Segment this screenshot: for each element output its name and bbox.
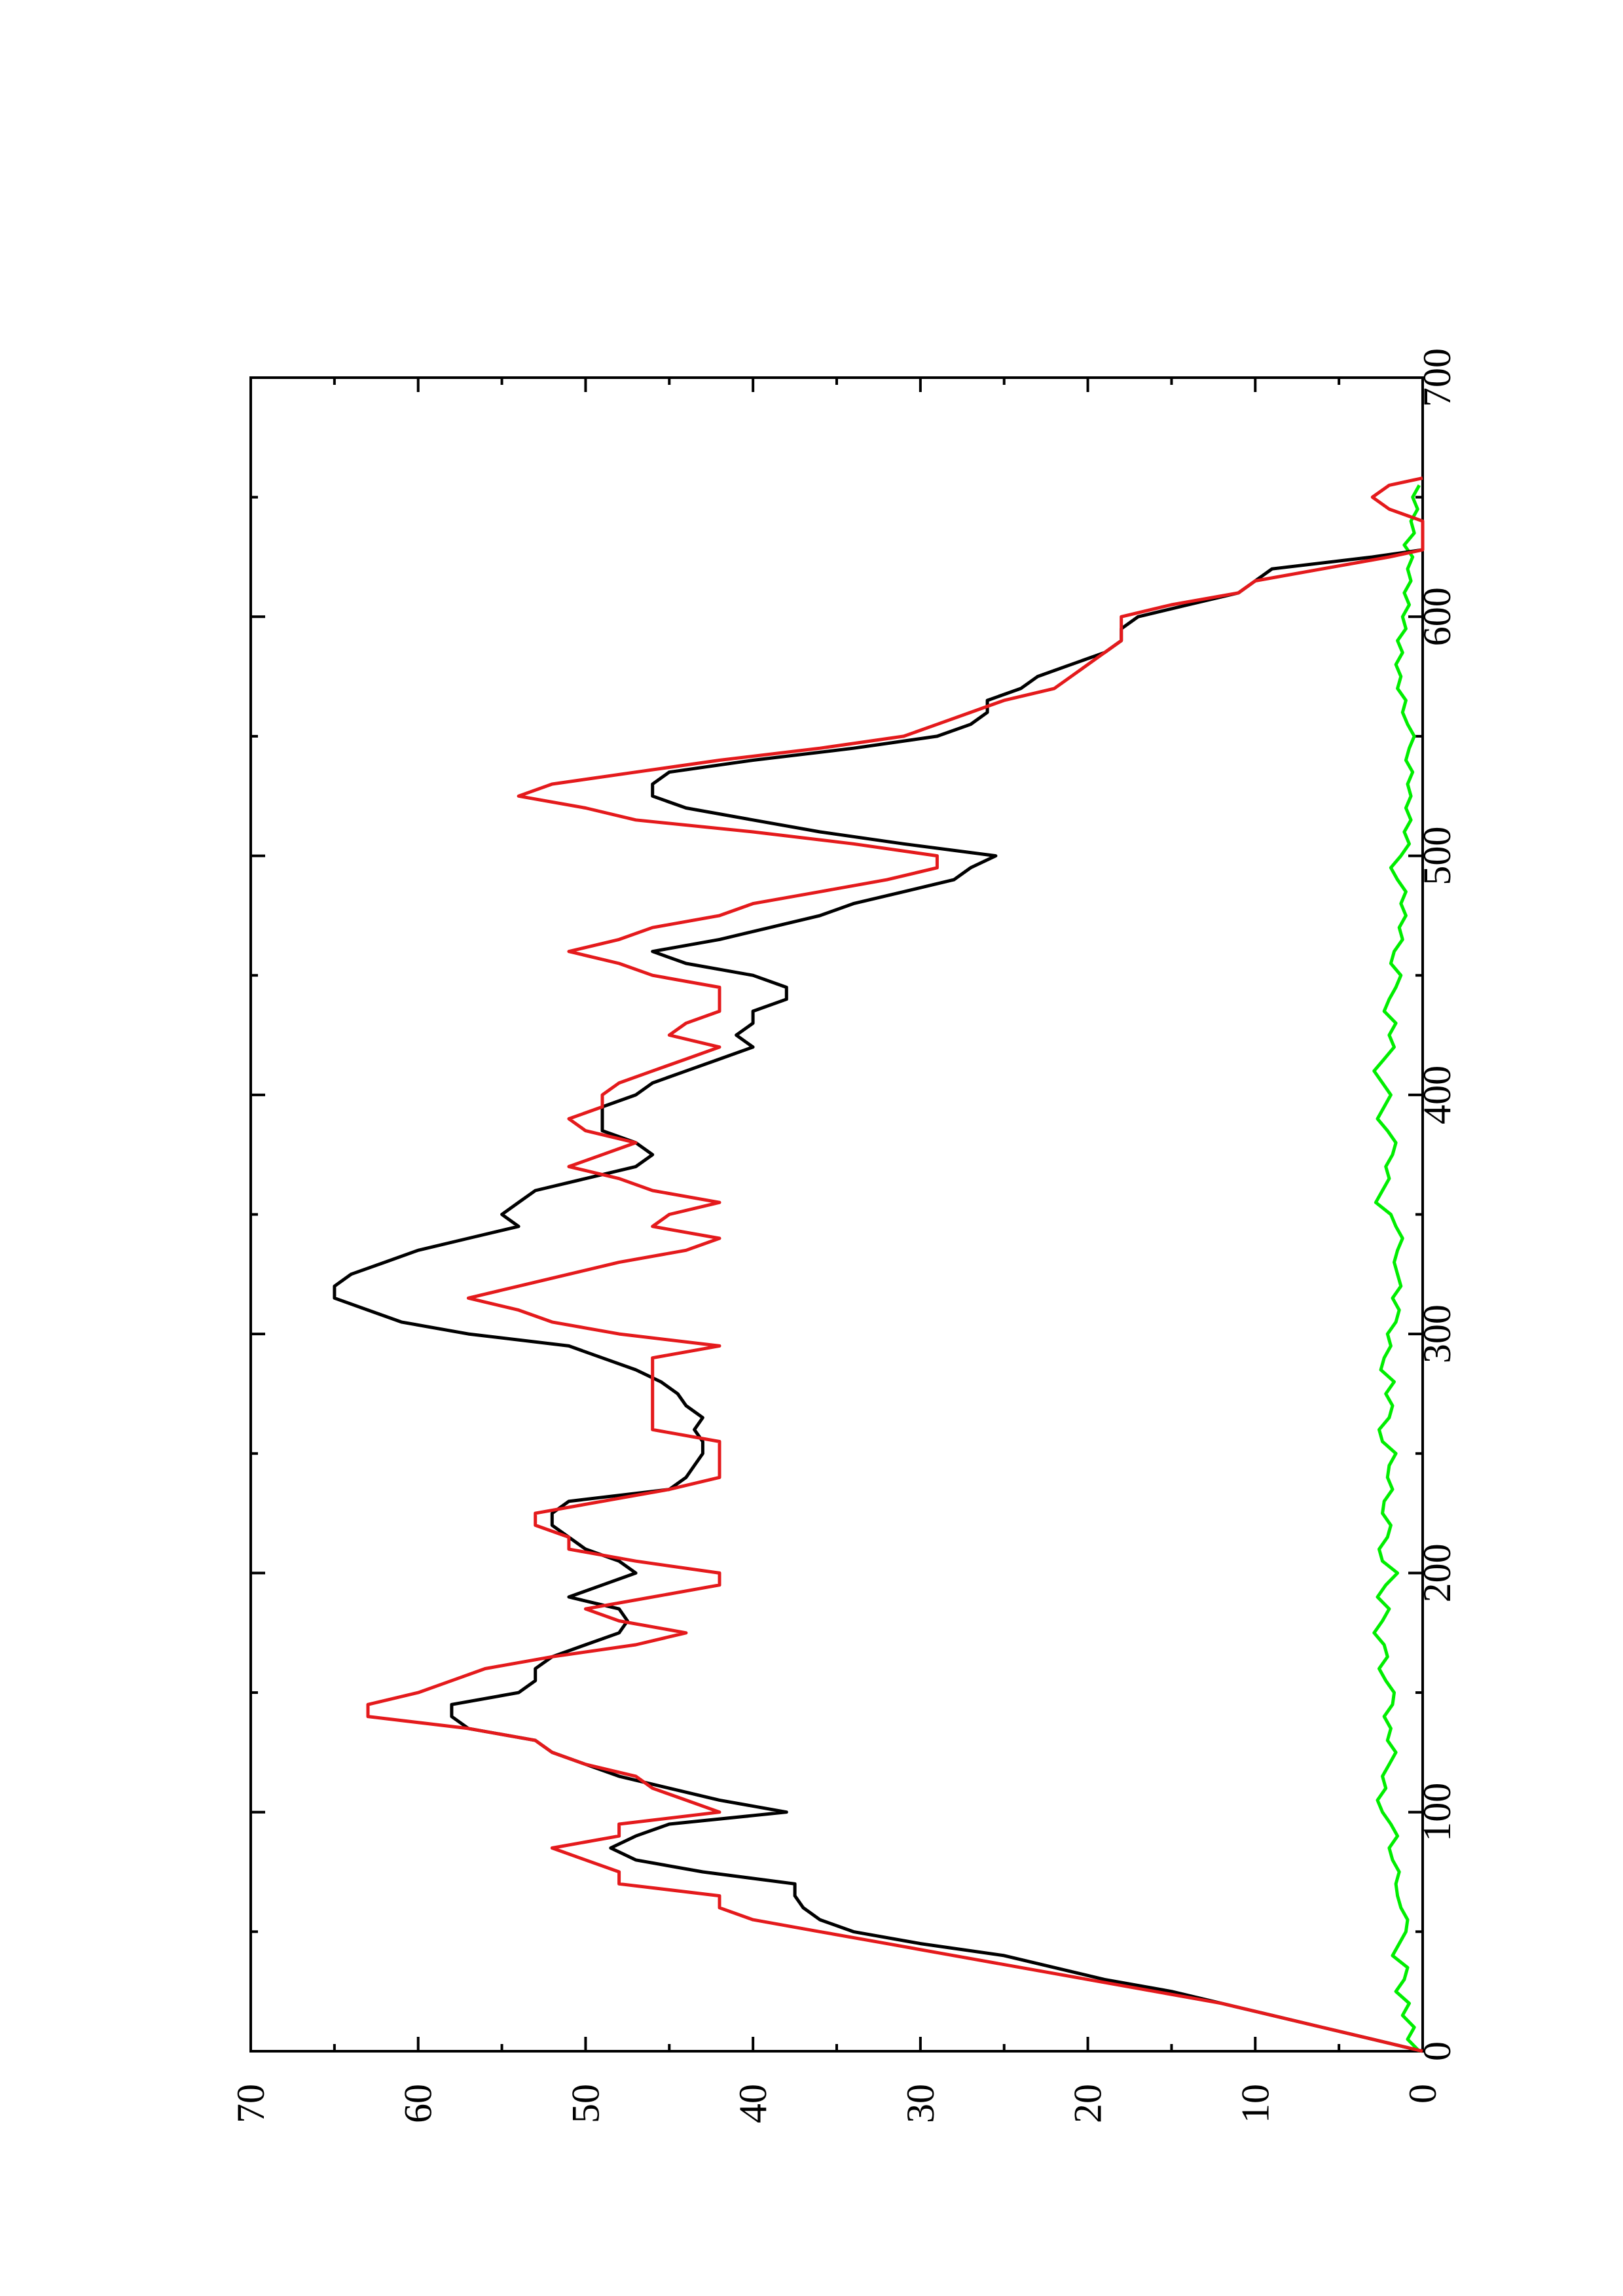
y-tick-label: 40 <box>731 2084 775 2123</box>
x-tick-label: 600 <box>1415 587 1459 646</box>
y-tick-label: 0 <box>1401 2084 1444 2104</box>
x-tick-label: 700 <box>1415 348 1459 407</box>
plot-frame <box>249 376 1424 2053</box>
y-tick-label: 20 <box>1067 2084 1110 2123</box>
series-line-0 <box>333 548 1423 2053</box>
series-layer <box>333 476 1425 2053</box>
x-tick-label: 200 <box>1415 1543 1459 1602</box>
y-tick-label: 50 <box>564 2084 607 2123</box>
y-tick-label: 30 <box>899 2084 942 2123</box>
axis-ticks <box>249 376 1424 2053</box>
x-tick-label: 300 <box>1415 1304 1459 1363</box>
series-line-1 <box>366 476 1425 2053</box>
x-tick-label: 0 <box>1415 2041 1459 2061</box>
x-tick-label: 400 <box>1415 1066 1459 1124</box>
tick-labels: 0 100 200 300 400 500 600 700 0 10 20 30 40 50 60 70 <box>229 348 1459 2123</box>
y-tick-label: 10 <box>1233 2084 1277 2123</box>
y-tick-label: 70 <box>229 2084 272 2123</box>
x-tick-label: 500 <box>1415 827 1459 886</box>
series-line-2 <box>1372 484 1421 2053</box>
y-tick-label: 60 <box>397 2084 440 2123</box>
x-tick-label: 100 <box>1415 1783 1459 1842</box>
